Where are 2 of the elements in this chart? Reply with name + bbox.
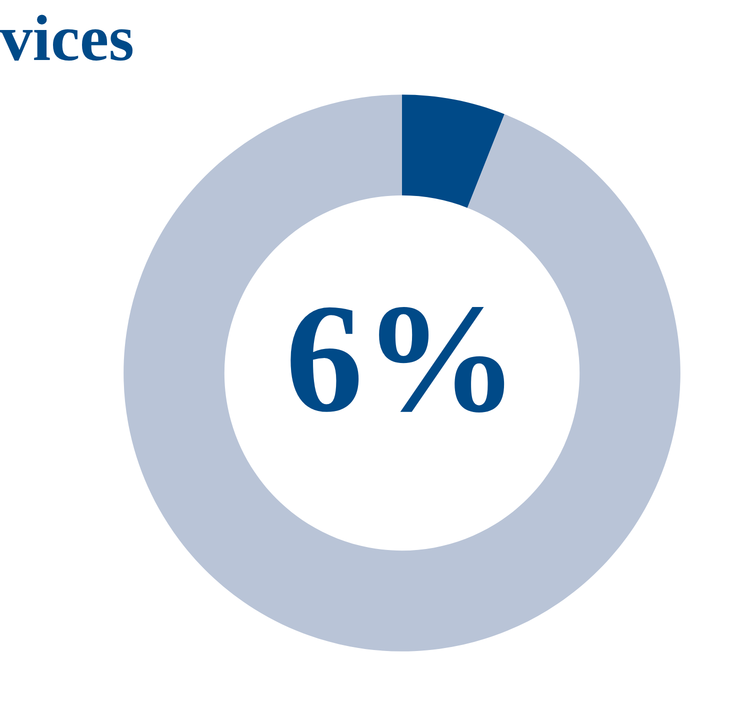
data-label: 6% <box>290 306 504 412</box>
chart-title: vices <box>0 14 133 61</box>
